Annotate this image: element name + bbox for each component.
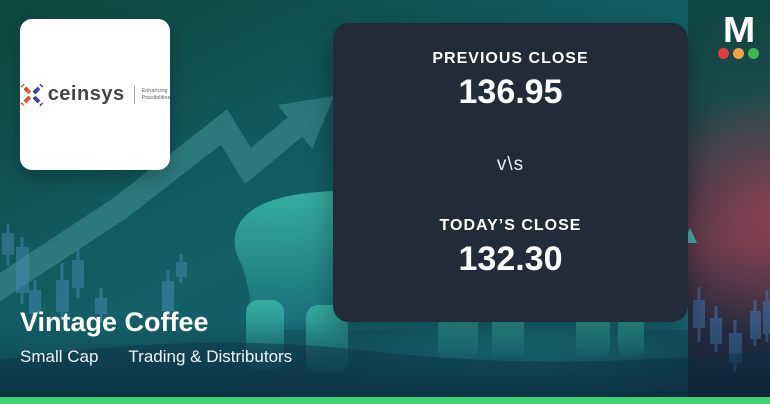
sector-label: Trading & Distributors [128,347,293,367]
marketsmojo-logo: M [717,9,759,59]
previous-close-label: PREVIOUS CLOSE [432,50,589,67]
ceinsys-wordmark: ceinsys [47,83,125,105]
bottom-vignette [0,320,770,404]
brand-letter-m: M [722,9,754,50]
logo-divider [133,85,135,104]
bottom-accent-bar [0,397,770,404]
todays-close-label: TODAY’S CLOSE [439,217,582,234]
market-cap-category: Small Cap [20,347,99,367]
zigzag-arrow-graphic [0,96,334,302]
tagline-line-2: Possibilities [141,94,171,101]
ceinsys-x-icon [20,83,43,106]
price-comparison-card: PREVIOUS CLOSE 136.95 v\s TODAY’S CLOSE … [333,23,688,322]
brand-dot-red [717,47,729,59]
tagline-line-1: Enhancing [141,87,168,94]
brand-dot-green [747,47,759,59]
stock-info: Vintage Coffee Small Cap Trading & Distr… [20,307,292,367]
previous-close-value: 136.95 [458,73,563,111]
brand-dots [717,47,759,59]
company-logo-card: ceinsys Enhancing Possibilities [20,19,170,170]
left-candlesticks [2,224,187,322]
todays-close-value: 132.30 [458,240,563,278]
ceinsys-tagline: Enhancing Possibilities [142,88,171,102]
stock-name: Vintage Coffee [20,307,209,337]
brand-dot-orange [732,47,744,59]
stock-meta: Small Cap Trading & Distributors [20,347,292,367]
ceinsys-logo: ceinsys Enhancing Possibilities [20,83,171,107]
versus-label: v\s [496,154,525,175]
